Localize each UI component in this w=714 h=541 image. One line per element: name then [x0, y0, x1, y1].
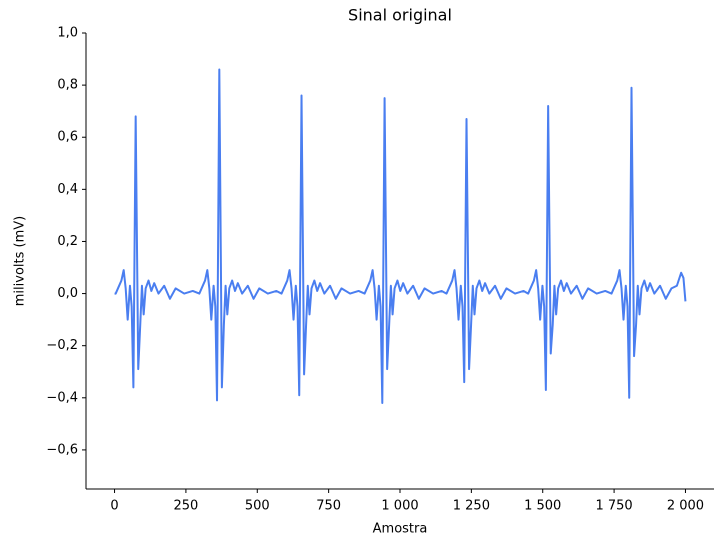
y-tick-label: 1,0: [57, 26, 78, 41]
x-tick-label: 1 500: [524, 499, 561, 514]
x-tick-label: 250: [173, 499, 198, 514]
y-tick-label: 0,6: [57, 130, 78, 145]
y-tick-label: 0,4: [57, 182, 78, 197]
y-tick-label: −0,6: [46, 442, 78, 457]
y-tick-label: −0,2: [46, 338, 78, 353]
y-tick-label: −0,4: [46, 390, 78, 405]
y-tick-label: 0,2: [57, 234, 78, 249]
x-tick-label: 2 000: [667, 499, 704, 514]
x-tick-label: 750: [316, 499, 341, 514]
y-tick-label: 0,0: [57, 286, 78, 301]
chart-title: Sinal original: [348, 6, 452, 25]
data-line: [114, 68, 687, 405]
x-tick-label: 0: [110, 499, 118, 514]
x-tick-label: 1 750: [595, 499, 632, 514]
x-axis-label: Amostra: [373, 522, 428, 537]
x-tick-label: 1 000: [381, 499, 418, 514]
x-tick-label: 500: [245, 499, 270, 514]
x-tick-label: 1 250: [453, 499, 490, 514]
y-axis-label: milivolts (mV): [13, 216, 28, 306]
y-tick-label: 0,8: [57, 78, 78, 93]
